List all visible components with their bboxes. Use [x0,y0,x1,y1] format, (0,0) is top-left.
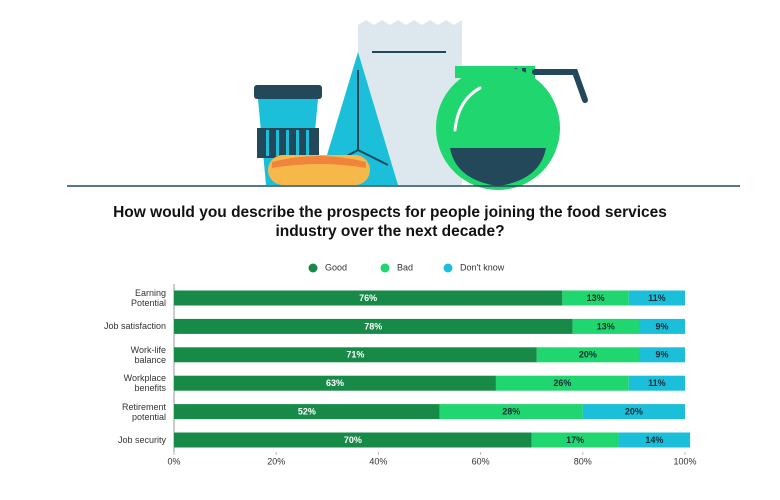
category-label: Job satisfaction [103,321,166,332]
legend-swatch [443,263,453,273]
bar-segment [536,347,640,363]
legend-label: Bad [397,262,413,272]
data-label: 20% [625,406,643,416]
data-label: 26% [553,378,571,388]
x-tick-label: 80% [574,456,592,466]
bar-segment [628,375,685,391]
bar-segment [439,404,583,420]
x-tick-label: 60% [472,456,490,466]
bar-segment [639,318,685,334]
bar-segment [582,404,685,420]
bar-segment [174,375,496,391]
legend-swatch [308,263,318,273]
data-label: 14% [645,435,663,445]
data-label: 70% [344,435,362,445]
bar-segment [174,318,573,334]
bar-segment [174,432,532,448]
category-label: Earning Potential [130,288,166,308]
category-label: Retirement potential [121,401,166,422]
legend-label: Don't know [460,262,505,272]
data-label: 17% [566,435,584,445]
data-label: 63% [326,378,344,388]
data-label: 20% [579,350,597,360]
x-tick-label: 40% [369,456,387,466]
bar-segment [174,404,440,420]
x-tick-label: 0% [167,456,180,466]
data-label: 76% [359,293,377,303]
bar-segment [639,347,685,363]
data-label: 11% [648,293,666,303]
data-label: 9% [655,350,668,360]
data-label: 28% [502,406,520,416]
data-label: 71% [346,350,364,360]
bar-segment [572,318,640,334]
data-label: 13% [587,293,605,303]
bar-segment [531,432,619,448]
data-label: 11% [648,378,666,388]
bar-segment [174,347,537,363]
category-label: Job security [117,435,166,445]
illustration [67,20,740,190]
bar-segment [628,290,685,306]
bar-segment [495,375,629,391]
data-label: 9% [655,321,668,331]
data-label: 78% [364,321,382,331]
chart-title: How would you describe the prospects for… [113,204,667,240]
x-tick-label: 100% [673,456,696,466]
legend-swatch [380,263,390,273]
legend-label: Good [325,262,347,272]
bar-segment [174,290,563,306]
x-tick-label: 20% [267,456,285,466]
data-label: 52% [298,406,316,416]
bar-segment [562,290,629,306]
category-label: Workplace benefits [123,373,166,394]
category-label: Work-life balance [130,344,166,365]
bar-segment [618,432,691,448]
data-label: 13% [597,321,615,331]
